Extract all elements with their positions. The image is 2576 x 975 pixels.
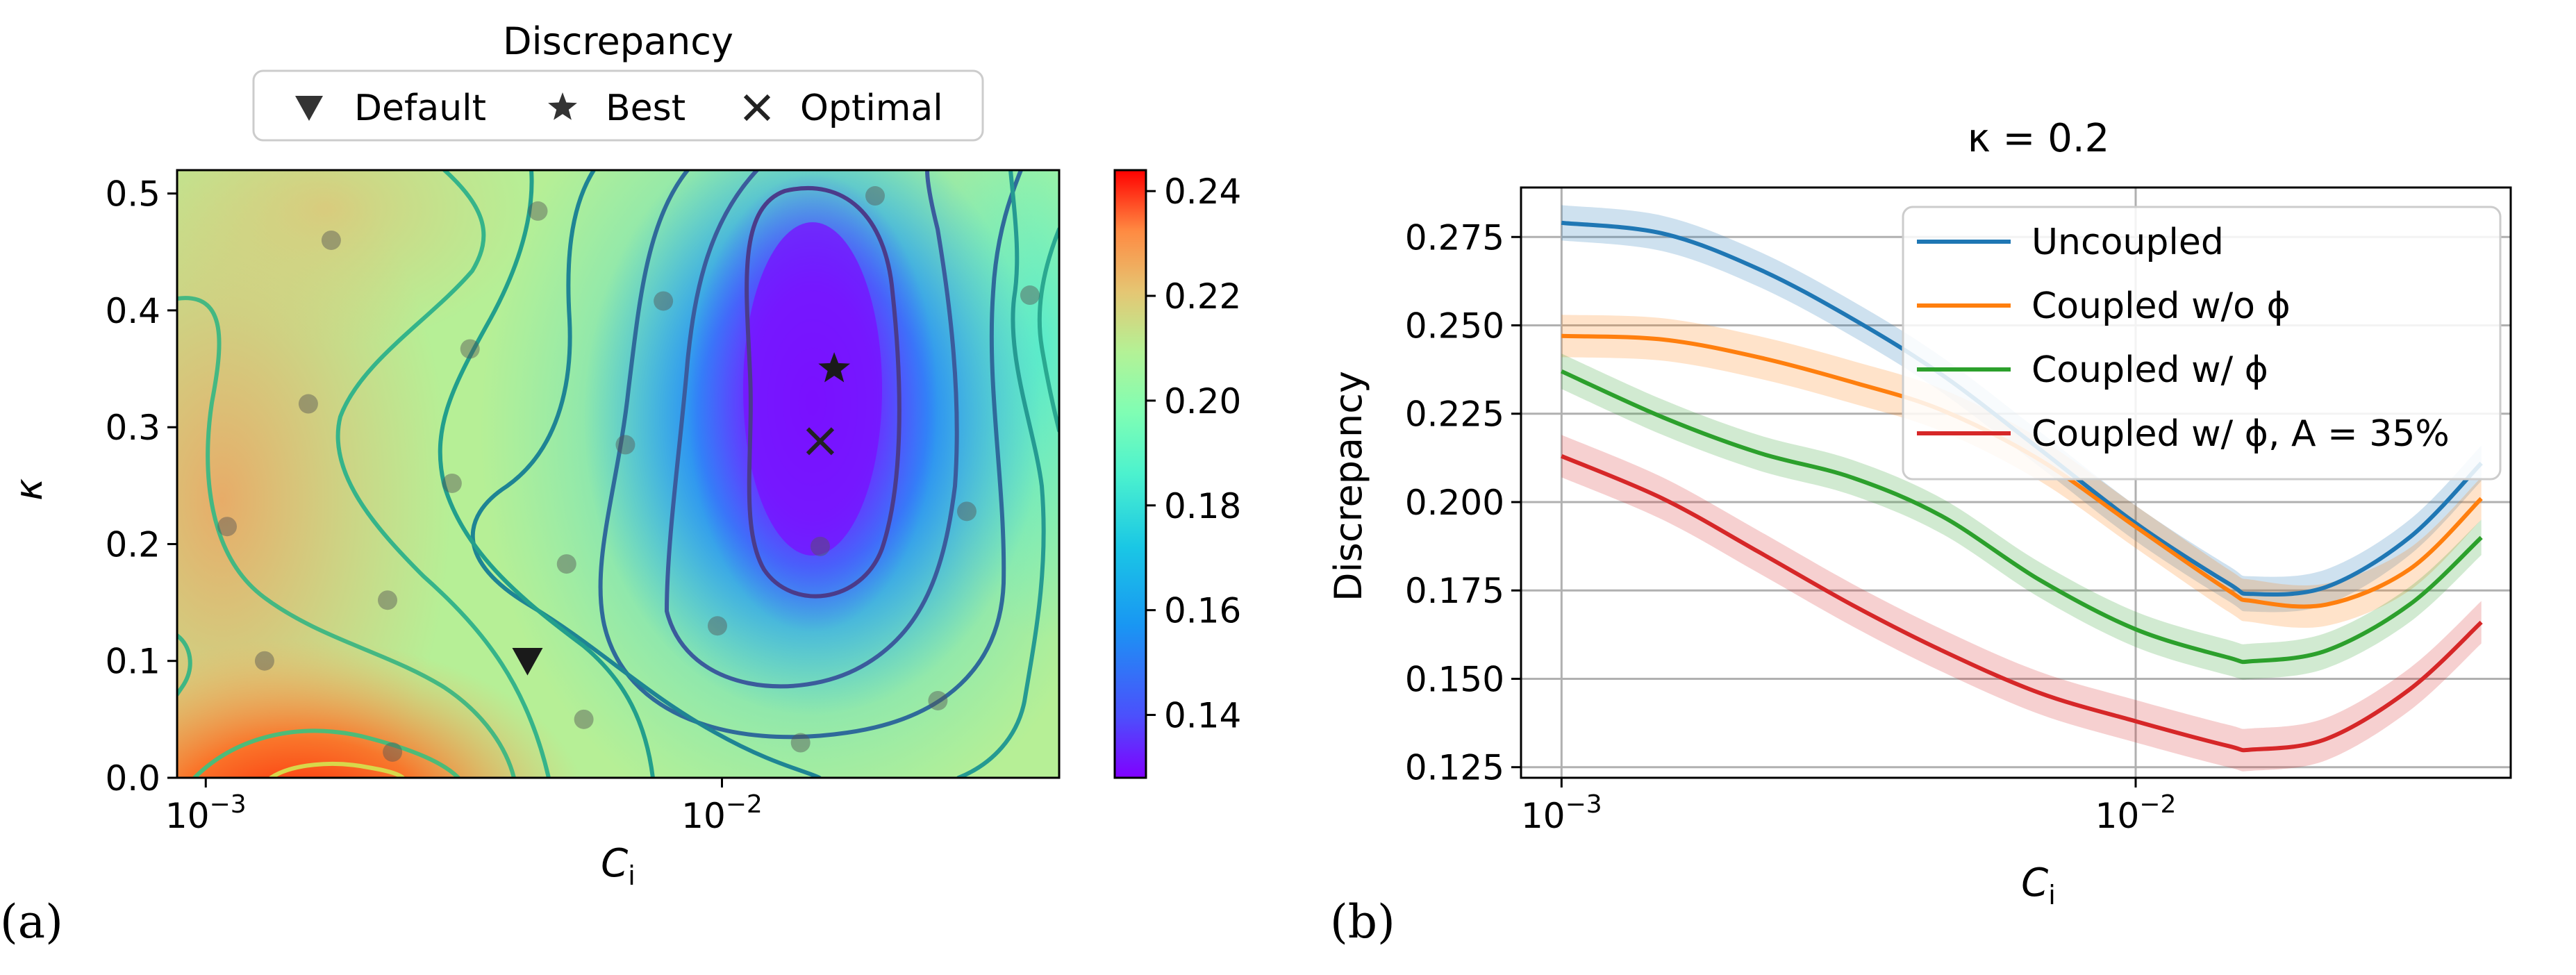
- sample-point: [298, 394, 318, 414]
- sample-point: [654, 291, 674, 311]
- colorbar-ticks: 0.14 0.16 0.18 0.20 0.22 0.24: [1146, 172, 1241, 735]
- legend-entries: Default Best Optimal: [295, 88, 943, 129]
- y-tick-label: 0.200: [1405, 483, 1504, 523]
- sample-point: [383, 742, 403, 762]
- chart-title: κ = 0.2: [1968, 116, 2110, 161]
- series-lines: [1561, 220, 2483, 753]
- x-tick-label: 10−3: [165, 790, 247, 836]
- y-tick-label: 0.150: [1405, 659, 1504, 699]
- sample-point: [928, 690, 948, 710]
- sample-points: [217, 186, 1040, 762]
- optimal-legend-icon: [743, 94, 771, 122]
- y-tick-label: 0.125: [1405, 748, 1504, 788]
- x-axis-label: Ci: [601, 841, 635, 891]
- sample-point: [460, 339, 480, 359]
- sample-point: [321, 230, 341, 250]
- x-axis-ticks: 10−3 10−2: [1521, 778, 2176, 836]
- best-legend-icon: [548, 92, 577, 120]
- legend-box: [252, 69, 984, 142]
- colorbar-tick-label: 0.18: [1164, 486, 1241, 526]
- legend-label: Optimal: [800, 88, 943, 129]
- default-legend-icon: [295, 96, 323, 121]
- legend-label: Best: [606, 88, 685, 129]
- x-tick-label: 10−2: [2095, 790, 2177, 836]
- sample-point: [442, 473, 462, 493]
- legend-title: Discrepancy: [503, 19, 733, 63]
- colorbar-tick-label: 0.24: [1164, 172, 1241, 212]
- legend-a: Discrepancy Default Best Optimal: [252, 19, 984, 142]
- sample-point: [865, 186, 885, 206]
- series-band: [1561, 205, 2482, 612]
- legend-label: Uncoupled: [2031, 222, 2224, 263]
- y-tick-label: 0.5: [105, 174, 160, 215]
- y-tick-label: 0.1: [105, 642, 160, 682]
- marker-layer: [512, 352, 850, 676]
- sample-point: [528, 201, 548, 221]
- sample-point: [378, 590, 398, 610]
- x-tick-label: 10−2: [681, 790, 763, 836]
- x-axis-label: Ci: [2021, 860, 2056, 910]
- legend-entries: Uncoupled Coupled w/o ϕ Coupled w/ ϕ Couple…: [1917, 222, 2450, 455]
- sample-point: [810, 536, 830, 556]
- y-axis-label: Discrepancy: [1327, 371, 1370, 601]
- sample-point: [615, 435, 635, 455]
- y-tick-label: 0.0: [105, 758, 160, 799]
- panel-b-label: (b): [1330, 895, 1395, 949]
- y-tick-label: 0.250: [1405, 306, 1504, 347]
- legend-b: Uncoupled Coupled w/o ϕ Coupled w/ ϕ Couple…: [1902, 206, 2502, 481]
- heatmap-field: [177, 170, 1059, 778]
- series-line: [1561, 333, 2483, 609]
- legend-label: Coupled w/ ϕ: [2031, 349, 2268, 391]
- sample-point: [956, 501, 977, 522]
- colorbar-tick-label: 0.20: [1164, 381, 1241, 422]
- sample-point: [217, 517, 238, 537]
- x-tick-label: 10−3: [1521, 790, 1602, 836]
- y-axis-ticks: 0.125 0.150 0.175 0.200 0.225 0.250 0.275: [1405, 217, 1521, 788]
- panel-a-label: (a): [0, 895, 63, 949]
- series-band: [1561, 315, 2482, 628]
- x-axis-ticks: 10−3 10−2: [165, 778, 763, 836]
- y-tick-label: 0.2: [105, 524, 160, 565]
- sample-point: [707, 616, 727, 636]
- y-tick-label: 0.275: [1405, 217, 1504, 258]
- best-marker: [818, 352, 850, 383]
- legend-label: Coupled w/ ϕ, A = 35%: [2031, 413, 2450, 455]
- sample-point: [1020, 285, 1040, 306]
- sample-point: [254, 651, 274, 671]
- plot-a-frame: [176, 169, 1061, 779]
- sample-point: [574, 709, 594, 729]
- y-tick-label: 0.4: [105, 291, 160, 331]
- legend-label: Coupled w/o ϕ: [2031, 285, 2291, 327]
- sample-point: [556, 554, 576, 574]
- legend-box: [1902, 206, 2502, 481]
- colorbar-tick-label: 0.22: [1164, 276, 1241, 317]
- y-axis-label: κ: [7, 478, 51, 501]
- optimal-marker: [806, 427, 835, 456]
- sample-point: [790, 733, 811, 753]
- plot-b-frame: [1520, 186, 2512, 779]
- y-tick-label: 0.225: [1405, 394, 1504, 435]
- default-marker: [512, 648, 543, 676]
- panel-b: 0.125 0.150 0.175 0.200 0.225 0.250 0.275 10−3…: [1327, 116, 2512, 949]
- y-tick-label: 0.3: [105, 408, 160, 448]
- y-axis-ticks: 0.0 0.1 0.2 0.3 0.4 0.5: [105, 174, 177, 799]
- uncertainty-bands: [1561, 205, 2482, 772]
- colorbar-tick-label: 0.14: [1164, 695, 1241, 735]
- legend-label: Default: [354, 88, 486, 129]
- series-line: [1561, 369, 2483, 665]
- y-tick-label: 0.175: [1405, 571, 1504, 611]
- panel-a: 0.00.10.20.30.40.5 10−3 10−2 κ Ci 0.140.1…: [0, 19, 1241, 949]
- series-line: [1561, 454, 2483, 753]
- colorbar-tick-label: 0.16: [1164, 591, 1241, 631]
- colorbar: [1113, 169, 1147, 779]
- series-band: [1561, 435, 2482, 772]
